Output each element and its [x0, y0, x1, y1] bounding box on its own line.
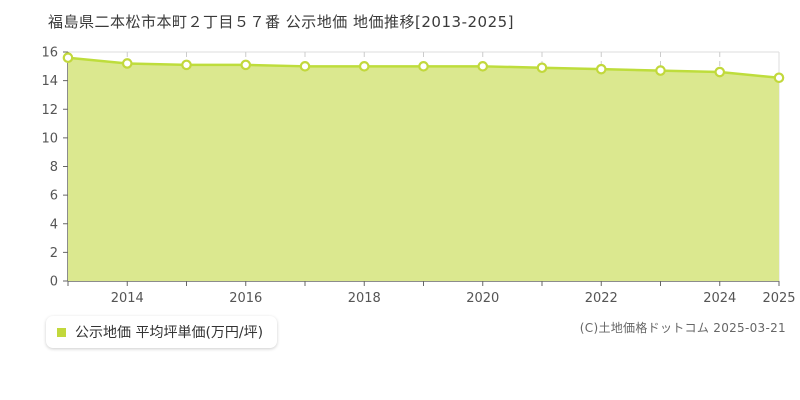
svg-text:16: 16 — [41, 46, 58, 61]
data-markers — [62, 52, 785, 84]
svg-text:2024: 2024 — [703, 291, 736, 306]
svg-text:2: 2 — [50, 246, 58, 261]
svg-text:12: 12 — [41, 103, 58, 118]
legend-label: 公示地価 平均坪単価(万円/坪) — [75, 325, 264, 341]
svg-text:2018: 2018 — [348, 291, 381, 306]
svg-text:8: 8 — [50, 160, 58, 175]
chart-title: 福島県二本松市本町２丁目５７番 公示地価 地価推移[2013-2025] — [48, 13, 515, 31]
x-axis-labels: 2014 2016 2018 2020 2022 2024 2025 — [111, 291, 796, 306]
legend-swatch-icon — [57, 327, 66, 337]
svg-text:6: 6 — [50, 189, 58, 204]
svg-text:2014: 2014 — [111, 291, 144, 306]
y-axis-labels: 0 2 4 6 8 10 12 14 16 — [41, 46, 58, 290]
svg-text:2025: 2025 — [762, 291, 795, 306]
svg-text:2016: 2016 — [229, 291, 262, 306]
svg-text:14: 14 — [41, 74, 58, 89]
svg-text:10: 10 — [41, 131, 58, 146]
svg-text:2022: 2022 — [585, 291, 618, 306]
area-fill — [68, 57, 779, 281]
svg-text:0: 0 — [50, 275, 58, 290]
credit-text: (C)土地価格ドットコム 2025-03-21 — [579, 321, 786, 335]
chart-legend[interactable]: 公示地価 平均坪単価(万円/坪) — [46, 316, 278, 348]
svg-text:2020: 2020 — [466, 291, 499, 306]
svg-text:4: 4 — [50, 217, 58, 232]
